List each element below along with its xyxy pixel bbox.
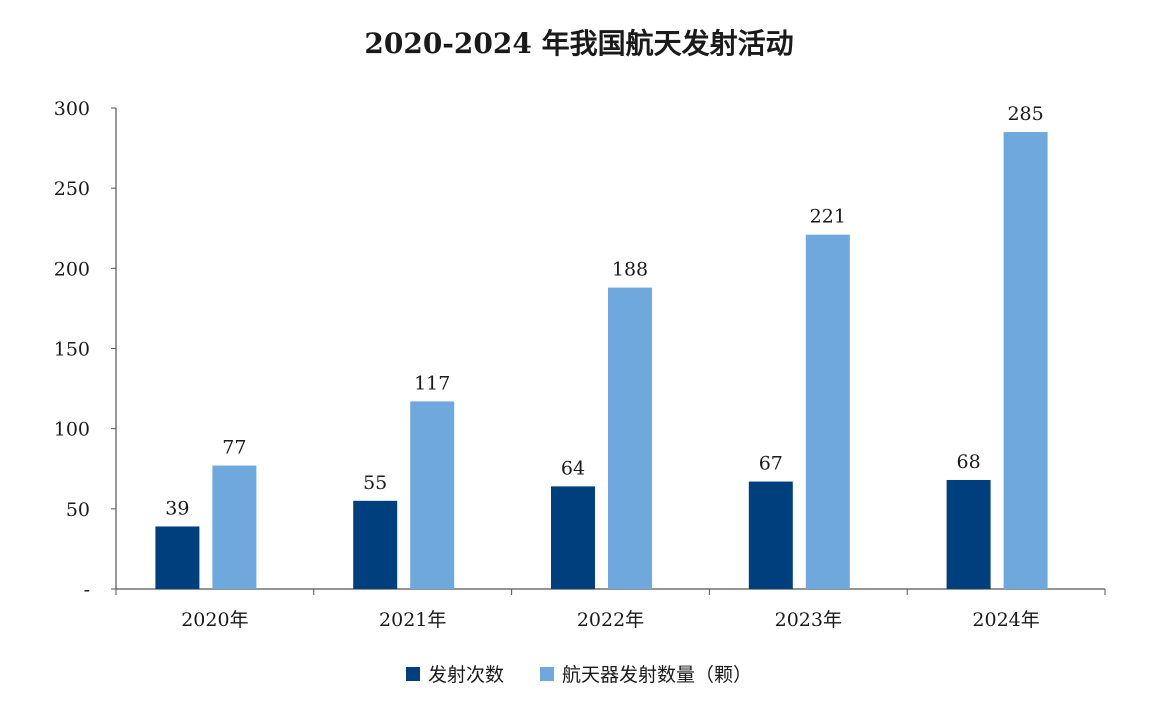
data-label: 117 bbox=[414, 372, 450, 394]
y-tick-label: 150 bbox=[54, 339, 90, 361]
legend-item-launches: 发射次数 bbox=[405, 660, 504, 687]
x-tick-label: 2022年 bbox=[577, 609, 644, 631]
bar-launches bbox=[946, 479, 991, 589]
data-label: 221 bbox=[810, 206, 846, 228]
x-tick-label: 2024年 bbox=[972, 609, 1039, 631]
y-tick-label: - bbox=[84, 579, 90, 601]
data-label: 285 bbox=[1007, 103, 1043, 125]
bar-launches bbox=[551, 486, 595, 589]
legend-item-spacecraft: 航天器发射数量（颗） bbox=[540, 660, 752, 687]
data-label: 188 bbox=[612, 259, 648, 281]
x-tick-label: 2021年 bbox=[379, 609, 446, 631]
bars bbox=[155, 132, 1048, 590]
bar-spacecraft bbox=[608, 287, 652, 589]
bar-launches bbox=[353, 500, 398, 589]
bar-spacecraft bbox=[1003, 132, 1048, 590]
bar-launches bbox=[748, 481, 793, 589]
x-tick-label: 2023年 bbox=[775, 609, 842, 631]
y-tick-label: 200 bbox=[54, 258, 90, 280]
data-label: 67 bbox=[759, 453, 783, 475]
x-tick-label: 2020年 bbox=[181, 609, 248, 631]
y-tick-label: 300 bbox=[54, 98, 90, 120]
data-label: 39 bbox=[165, 497, 189, 519]
data-label: 68 bbox=[957, 451, 981, 473]
y-tick-label: 50 bbox=[66, 499, 90, 521]
bar-spacecraft bbox=[410, 401, 455, 589]
legend-label-spacecraft: 航天器发射数量（颗） bbox=[562, 664, 753, 686]
legend-label-launches: 发射次数 bbox=[427, 664, 504, 686]
bar-spacecraft bbox=[805, 234, 850, 589]
data-label: 55 bbox=[363, 472, 387, 494]
legend-swatch-spacecraft bbox=[540, 666, 554, 681]
data-label: 64 bbox=[561, 457, 585, 479]
legend-swatch-launches bbox=[405, 666, 420, 681]
y-tick-label: 250 bbox=[54, 178, 90, 200]
data-label: 77 bbox=[222, 437, 246, 459]
y-tick-label: 100 bbox=[54, 419, 90, 441]
bar-spacecraft bbox=[212, 465, 257, 589]
chart-title: 2020-2024 年我国航天发射活动 bbox=[364, 27, 794, 60]
bar-launches bbox=[155, 526, 200, 589]
legend: 发射次数 航天器发射数量（颗） bbox=[0, 660, 1158, 687]
labels: 39 77 2020年 55 117 2021年 64 188 2022年 67 221 2023年 6… bbox=[165, 103, 1043, 631]
